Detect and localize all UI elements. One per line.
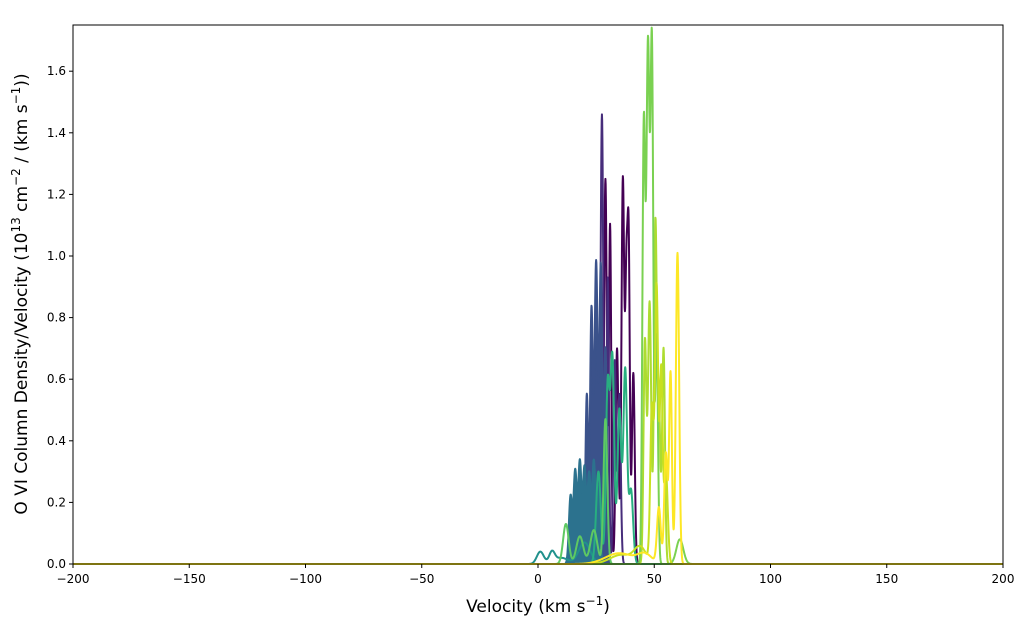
- plot-frame: [72, 24, 1004, 565]
- series-line-0: [72, 175, 1004, 565]
- x-axis-title-main: Velocity (km s: [466, 597, 586, 617]
- y-tick-label: 0.4: [47, 434, 66, 448]
- y-tick-label: 1.2: [47, 187, 66, 201]
- x-tick-label: 150: [875, 572, 898, 586]
- series-line-9: [72, 282, 1004, 565]
- y-tick-label: 1.0: [47, 249, 66, 263]
- series-line-3: [72, 458, 1004, 565]
- series-line-1: [72, 113, 1004, 565]
- x-tick-label: −100: [289, 572, 322, 586]
- y-axis-title-part-4: / (km s: [12, 104, 32, 168]
- x-axis-title-sup: −1: [586, 594, 604, 608]
- x-axis-title: Velocity (km s−1): [466, 594, 610, 617]
- x-tick-label: 0: [534, 572, 542, 586]
- x-tick-label: −150: [173, 572, 206, 586]
- y-tick-label: 1.4: [47, 126, 66, 140]
- series-area-3: [73, 459, 1003, 564]
- x-tick-label: 100: [759, 572, 782, 586]
- y-tick-label: 0.6: [47, 372, 66, 386]
- y-axis-title-part-5: −1: [9, 87, 23, 105]
- y-axis-title-part-2: cm: [12, 186, 32, 217]
- series-line-7: [72, 216, 1004, 565]
- y-axis-title: O VI Column Density/Velocity (1013 cm−2 …: [9, 73, 32, 514]
- x-tick-label: −200: [57, 572, 90, 586]
- series-line-5: [72, 350, 1004, 565]
- series-line-2: [72, 259, 1004, 565]
- series-area-2: [73, 260, 1003, 564]
- x-tick-label: −50: [409, 572, 434, 586]
- series-line-4: [72, 541, 1004, 565]
- x-axis-title-end: ): [603, 597, 610, 617]
- x-tick-label: 200: [992, 572, 1015, 586]
- y-tick-label: 1.6: [47, 64, 66, 78]
- x-axis-ticks: −200 −150 −100 −50 0 50 100 150 200: [57, 564, 1015, 586]
- series-line-10: [72, 251, 1004, 565]
- y-axis-title-part-3: −2: [9, 168, 23, 186]
- y-tick-label: 0.0: [47, 557, 66, 571]
- y-axis-title-part-6: )): [12, 73, 32, 86]
- y-axis-title-part-0: O VI Column Density/Velocity (10: [12, 233, 32, 515]
- y-axis-title-part-1: 13: [9, 217, 23, 232]
- series-line-6: [72, 418, 1004, 565]
- y-tick-label: 0.8: [47, 311, 66, 325]
- series-layer: [72, 26, 1004, 565]
- x-tick-label: 50: [647, 572, 662, 586]
- series-line-8: [72, 26, 1004, 565]
- y-tick-label: 0.2: [47, 495, 66, 509]
- y-axis-ticks: 0.0 0.2 0.4 0.6 0.8 1.0 1.2 1.4 1.6: [47, 64, 73, 571]
